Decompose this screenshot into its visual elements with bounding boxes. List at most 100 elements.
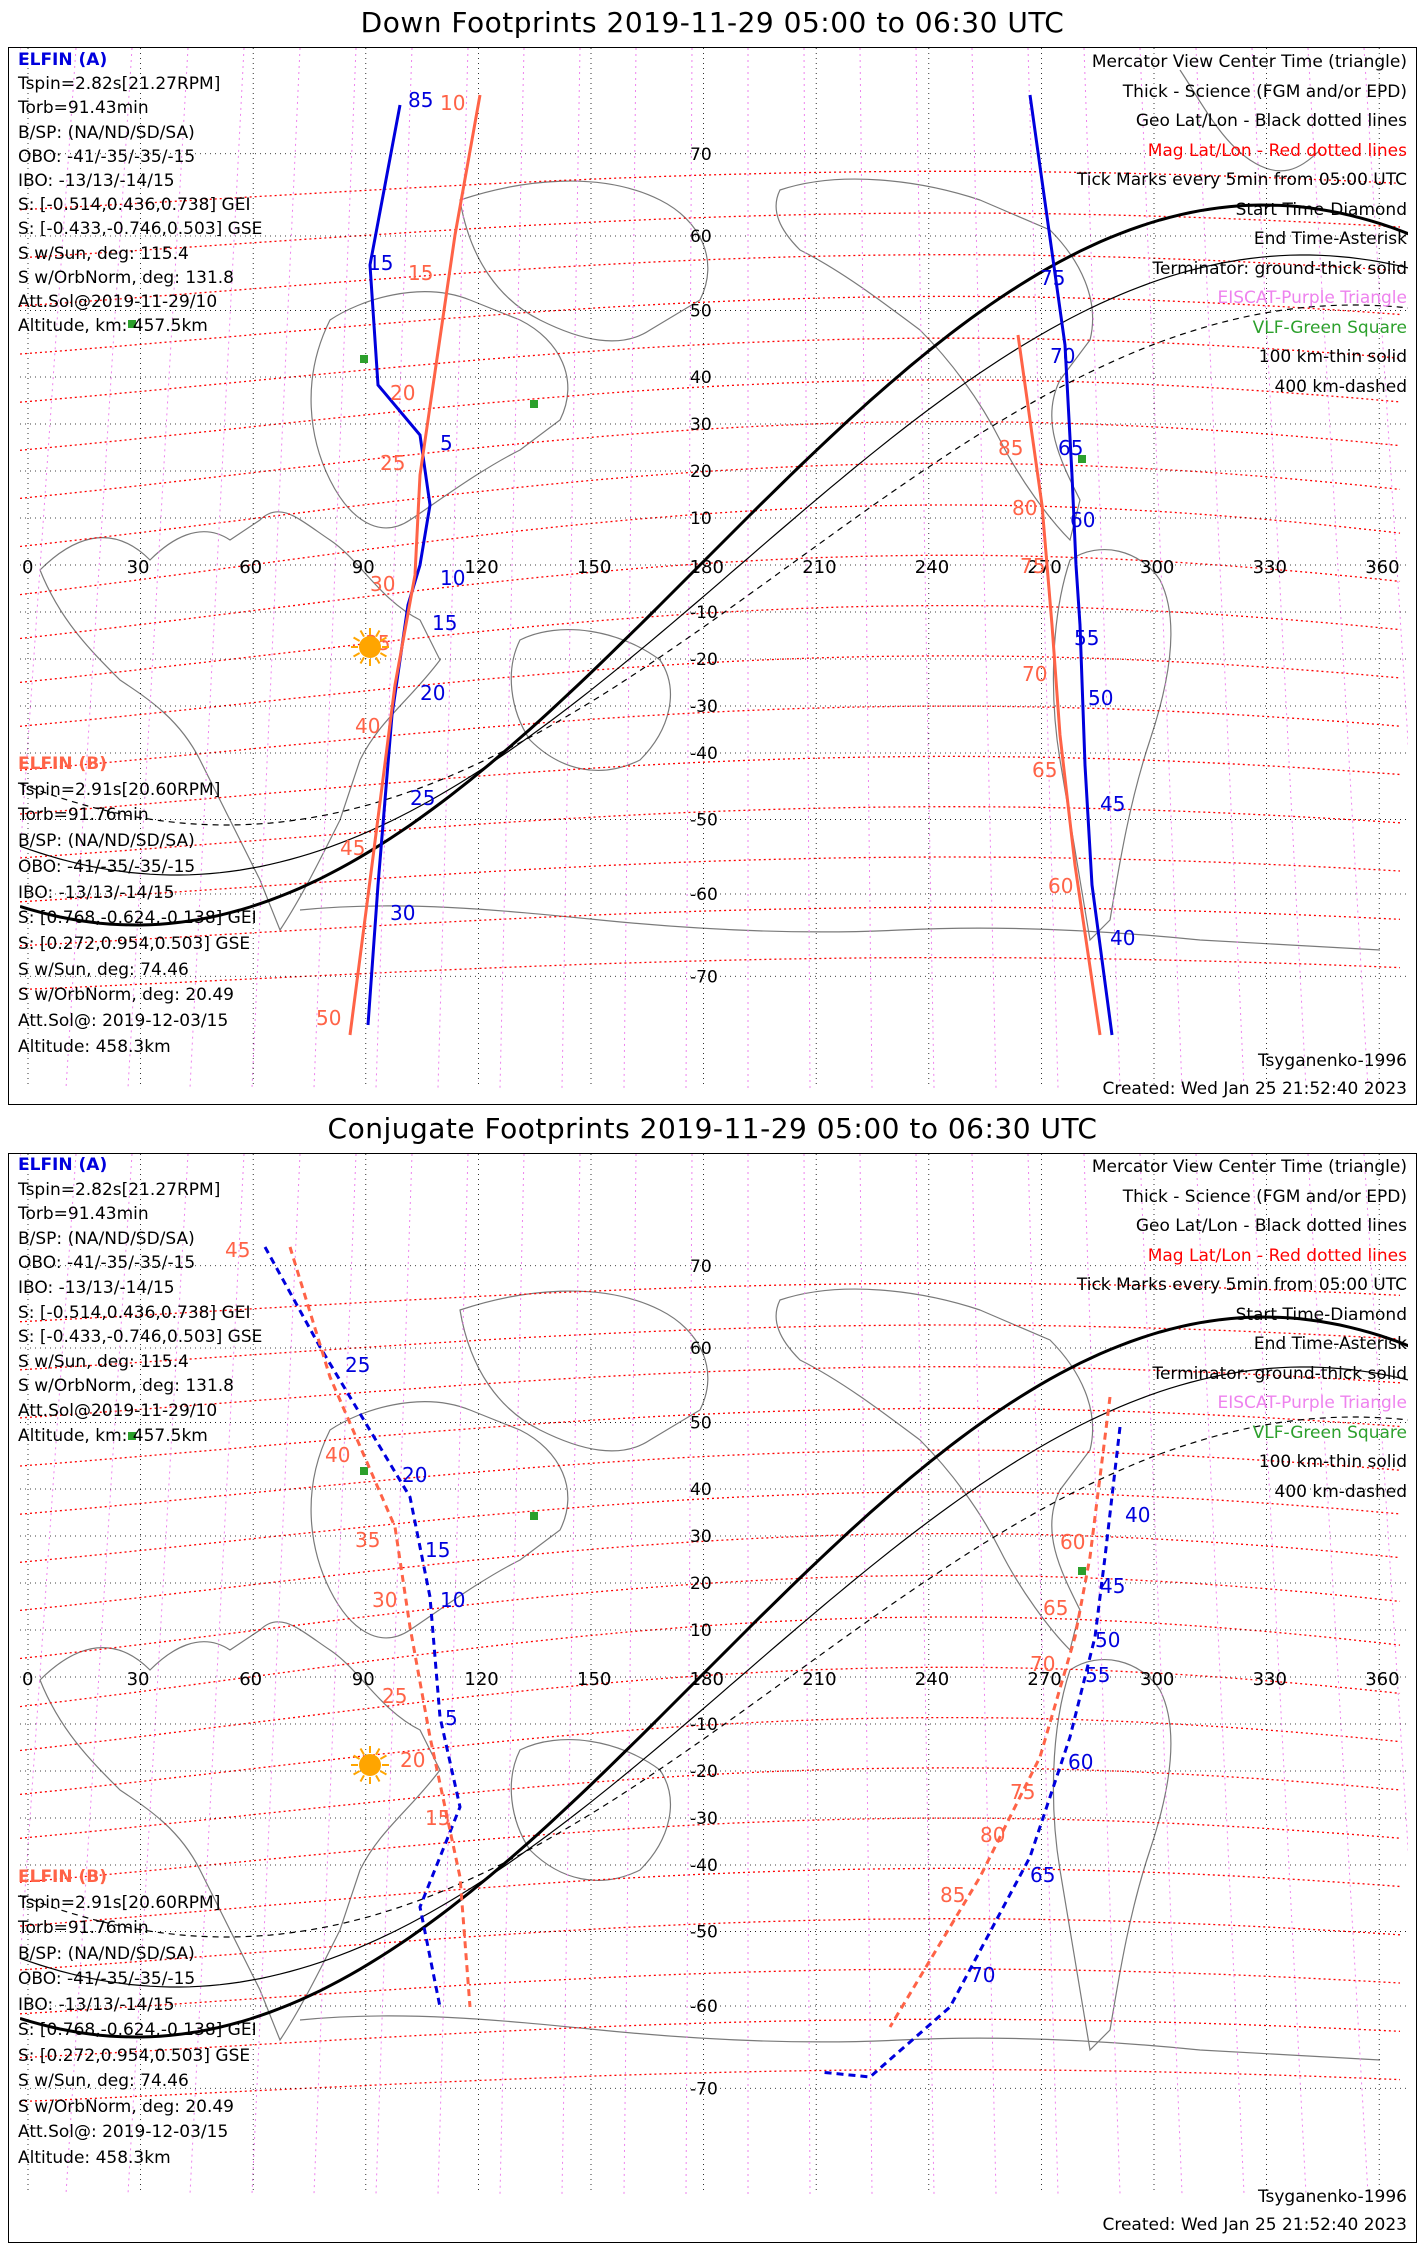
mag-lat-line — [20, 170, 1401, 211]
legend-item: 100 km-thin solid — [1258, 1452, 1407, 1472]
sun-ray — [379, 1770, 387, 1776]
terminator-line — [20, 1366, 1408, 1988]
lat-tick-label: 10 — [690, 509, 712, 529]
mag-lat-line — [20, 906, 1401, 947]
track-time-label: 85 — [408, 88, 433, 112]
lat-tick-label: 30 — [690, 1527, 712, 1547]
sat-b-line: Altitude: 458.3km — [18, 1036, 171, 1057]
track-time-label: 40 — [355, 714, 380, 738]
track-time-label: 10 — [440, 566, 465, 590]
sat-b-line: S w/OrbNorm, deg: 20.49 — [18, 985, 235, 1006]
track-sat-a — [366, 104, 432, 1026]
mag-lon-line — [971, 48, 997, 1088]
lon-tick-label: 60 — [239, 557, 262, 578]
lon-tick-label: 210 — [802, 557, 836, 578]
lat-tick-label: 50 — [690, 1413, 712, 1433]
continent-outlines — [39, 1288, 1381, 2061]
sat-b-line: B/SP: (NA/ND/SD/SA) — [18, 1943, 195, 1964]
mag-lat-line — [20, 1918, 1401, 1971]
mag-lat-line — [20, 337, 1401, 403]
legend-item: VLF-Green Square — [1252, 317, 1407, 338]
track-time-label: 55 — [1085, 1663, 1110, 1687]
sun-ray — [359, 630, 365, 638]
lat-tick-label: 70 — [690, 145, 712, 165]
mag-lat-line — [20, 1767, 1401, 1839]
lat-tick-label: -40 — [690, 1856, 718, 1876]
sun-ray — [353, 652, 361, 658]
track-time-label: 45 — [340, 836, 365, 860]
lat-tick-label: 70 — [690, 1257, 712, 1277]
lat-tick-label: 60 — [690, 227, 712, 247]
sat-a-name: ELFIN (A) — [18, 1155, 108, 1175]
track-time-label: 60 — [1060, 1530, 1085, 1554]
track-time-label: 40 — [325, 1443, 350, 1467]
mag-lat-line — [20, 604, 1401, 684]
track-time-label: 85 — [998, 436, 1023, 460]
lat-tick-label: -70 — [690, 2079, 718, 2099]
lat-tick-label: -10 — [690, 1715, 718, 1735]
track-time-label: 70 — [1050, 344, 1075, 368]
track-time-label: 75 — [1010, 1780, 1035, 1804]
created-label: Created: Wed Jan 25 21:52:40 2023 — [1102, 1079, 1407, 1099]
track-time-label: 25 — [382, 1684, 407, 1708]
lon-tick-label: 120 — [464, 1669, 498, 1690]
sat-a-line: B/SP: (NA/ND/SD/SA) — [18, 122, 195, 143]
lon-tick-label: 120 — [464, 557, 498, 578]
lon-tick-label: 300 — [1140, 1669, 1174, 1690]
mag-lat-line — [20, 755, 1401, 815]
track-time-label: 10 — [440, 1588, 465, 1612]
mag-lat-line — [20, 956, 1401, 991]
track-time-label: 65 — [1030, 1863, 1055, 1887]
sat-a-line: OBO: -41/-35/-35/-15 — [18, 1253, 196, 1274]
mag-lon-line — [20, 1154, 21, 1161]
legend-item: VLF-Green Square — [1252, 1422, 1407, 1443]
mag-lat-line — [20, 655, 1401, 727]
sat-b-line: S: [0.272,0.954,0.503] GSE — [18, 933, 251, 954]
sun-ray — [375, 630, 381, 638]
track-time-label: 45 — [1100, 1574, 1125, 1598]
sat-a-line: S w/Sun, deg: 115.4 — [18, 1351, 189, 1372]
sun-icon — [359, 1754, 381, 1776]
mag-lon-line — [313, 1154, 357, 2194]
track-time-label: 70 — [970, 1963, 995, 1987]
vlf-station-marker — [360, 355, 368, 363]
sat-a-line: S: [-0.514,0.436,0.738] GEI — [18, 1302, 251, 1323]
sat-a-line: Att.Sol@2019-11-29/10 — [18, 1400, 218, 1421]
map-down-footprints: 70 60 50 40 30 20 10 -10 -20 -30 -40 -50 -60 -70 0 30 60… — [20, 48, 1408, 1088]
legend-item: Start Time-Diamond — [1235, 199, 1407, 220]
mag-lat-line — [20, 1716, 1401, 1796]
track-time-label: 20 — [402, 1463, 427, 1487]
lon-tick-label: 60 — [239, 1669, 262, 1690]
sat-a-line: Torb=91.43min — [18, 1204, 149, 1225]
legend-item: Tick Marks every 5min from 05:00 UTC — [1076, 1275, 1407, 1295]
legend-item: End Time-Asterisk — [1253, 229, 1407, 249]
track-time-label: 65 — [1032, 758, 1057, 782]
lat-tick-label: 50 — [690, 301, 712, 321]
lat-tick-label: 60 — [690, 1339, 712, 1359]
sun-ray — [353, 1754, 361, 1760]
vlf-station-marker — [530, 400, 538, 408]
legend-item: Geo Lat/Lon - Black dotted lines — [1135, 111, 1407, 131]
lat-tick-label: 10 — [690, 1621, 712, 1641]
mag-lon-line — [1420, 1154, 1425, 2194]
mag-lat-line — [20, 1532, 1401, 1612]
legend-item: Terminator: ground-thick solid — [1152, 1363, 1407, 1384]
mag-lon-line — [499, 48, 525, 1088]
panel-title-down: Down Footprints 2019-11-29 05:00 to 06:3… — [360, 6, 1065, 39]
sat-a-line: IBO: -13/13/-14/15 — [18, 1277, 175, 1298]
lat-tick-label: -20 — [690, 650, 718, 670]
legend-item: Mercator View Center Time (triangle) — [1091, 52, 1407, 72]
legend-item: End Time-Asterisk — [1253, 1334, 1407, 1354]
sat-b-line: S w/Sun, deg: 74.46 — [18, 2071, 189, 2091]
lon-tick-label: 210 — [802, 1669, 836, 1690]
sat-b-info-conjugate: ELFIN (B) Tspin=2.91s[20.60RPM] Torb=91.… — [18, 1865, 257, 2171]
track-time-label: 40 — [1125, 1503, 1150, 1527]
mag-lon-line — [859, 1154, 873, 2194]
sun-ray — [359, 1748, 365, 1756]
track-time-label: 70 — [1030, 1652, 1055, 1676]
lat-tick-label: -60 — [690, 885, 718, 905]
mag-lon-line — [499, 1154, 525, 2194]
legend-item: EISCAT-Purple Triangle — [1217, 1393, 1407, 1413]
sun-ray — [359, 1774, 365, 1782]
track-time-label: 15 — [408, 261, 433, 285]
